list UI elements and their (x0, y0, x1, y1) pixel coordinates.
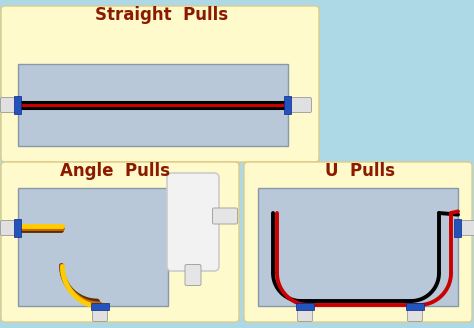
Bar (284, 96, 292, 114)
Text: U  Pulls: U Pulls (325, 162, 395, 180)
FancyBboxPatch shape (298, 304, 312, 321)
FancyBboxPatch shape (456, 220, 474, 236)
Bar (296, 302, 314, 310)
FancyBboxPatch shape (92, 304, 108, 321)
FancyBboxPatch shape (167, 173, 219, 271)
FancyBboxPatch shape (286, 97, 311, 113)
FancyBboxPatch shape (1, 162, 239, 322)
Bar (406, 302, 424, 310)
FancyBboxPatch shape (185, 264, 201, 285)
FancyBboxPatch shape (0, 97, 19, 113)
FancyBboxPatch shape (18, 64, 288, 146)
Text: Straight  Pulls: Straight Pulls (95, 6, 228, 24)
FancyBboxPatch shape (212, 208, 237, 224)
Bar (91, 302, 109, 310)
Bar (15, 219, 21, 237)
FancyBboxPatch shape (258, 188, 458, 306)
FancyBboxPatch shape (408, 304, 422, 321)
FancyBboxPatch shape (0, 220, 19, 236)
Bar (455, 219, 462, 237)
Bar (15, 96, 21, 114)
FancyBboxPatch shape (18, 188, 168, 306)
FancyBboxPatch shape (244, 162, 472, 322)
FancyBboxPatch shape (1, 6, 319, 162)
Text: Angle  Pulls: Angle Pulls (60, 162, 170, 180)
